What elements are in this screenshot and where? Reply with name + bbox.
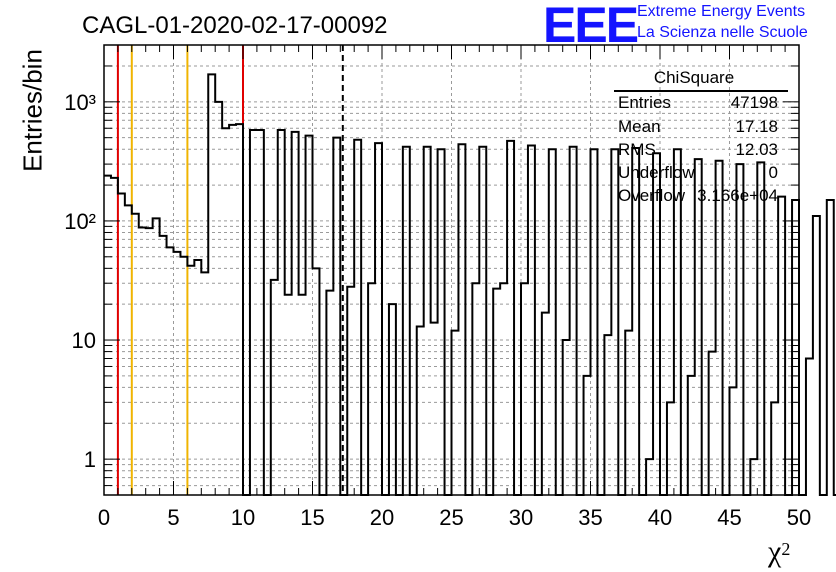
stats-value: 3.166e+04 [697,186,778,205]
stats-key: Entries [618,93,671,112]
grid [104,44,799,496]
x-tick-label: 0 [98,505,110,530]
stats-row-underflow: Underflow 0 [618,163,778,183]
brand-line-2: La Scienza nelle Scuole [637,24,808,41]
y-axis: 1 10 10² 10³ [64,44,799,496]
stats-divider [614,90,788,92]
stats-row-entries: Entries 47198 [618,93,778,113]
x-tick-label: 30 [509,505,533,530]
y-tick-label: 10 [72,328,96,353]
x-tick-label: 15 [300,505,324,530]
stats-row-mean: Mean 17.18 [618,117,778,137]
stats-row-rms: RMS 12.03 [618,140,778,160]
x-tick-label: 20 [370,505,394,530]
y-tick-label: 10² [64,209,96,234]
x-tick-label: 10 [231,505,255,530]
x-tick-label: 50 [787,505,811,530]
x-tick-label: 40 [648,505,672,530]
stats-key: Overflow [618,186,686,205]
reference-lines [116,45,344,495]
stats-value: 17.18 [735,117,778,136]
x-tick-label: 35 [578,505,602,530]
eee-logo: EEE [543,0,639,53]
brand-line-1: Extreme Energy Events [637,3,806,20]
x-tick-label: 25 [439,505,463,530]
y-axis-label: Entries/bin [17,49,48,172]
stats-title: ChiSquare [653,68,735,87]
x-tick-label: 45 [717,505,741,530]
chart-title: CAGL-01-2020-02-17-00092 [82,12,388,39]
y-tick-label: 10³ [64,90,96,115]
x-axis: 0 5 10 15 20 25 30 35 40 45 50 [98,45,811,530]
histogram-series [104,73,836,496]
stats-box: ChiSquare Entries 47198 Mean 17.18 RMS 1… [610,66,788,212]
stats-value: 0 [768,163,778,182]
x-axis-label: χ2 [768,535,791,568]
stats-key: Underflow [618,163,695,182]
stats-value: 12.03 [735,140,778,159]
y-tick-label: 1 [84,447,96,472]
stats-key: Mean [618,117,661,136]
x-tick-label: 5 [167,505,179,530]
stats-row-overflow: Overflow 3.166e+04 [618,186,778,206]
stats-value: 47198 [730,93,778,112]
stats-key: RMS [618,140,656,159]
